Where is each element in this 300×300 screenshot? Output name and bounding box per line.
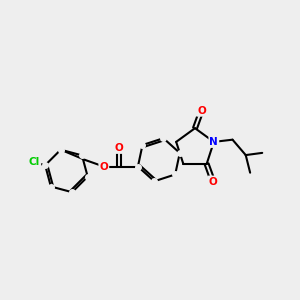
Text: O: O: [209, 177, 218, 187]
Text: N: N: [209, 137, 218, 147]
Text: O: O: [115, 143, 124, 153]
Text: Cl: Cl: [29, 158, 40, 167]
Text: O: O: [197, 106, 206, 116]
Text: O: O: [99, 161, 108, 172]
